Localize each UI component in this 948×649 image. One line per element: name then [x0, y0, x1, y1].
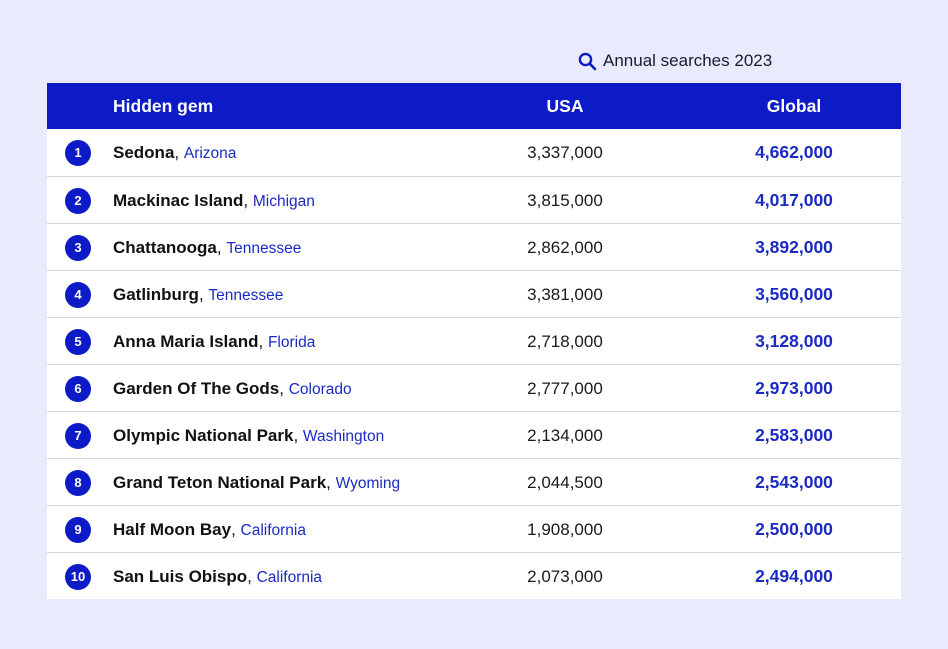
place-state: Colorado	[288, 381, 352, 398]
rank-badge: 9	[65, 517, 91, 543]
place-cell: Anna Maria Island, Florida	[113, 318, 315, 366]
place-state: California	[240, 522, 306, 539]
place-name: Gatlinburg	[113, 285, 199, 304]
place-name: Olympic National Park	[113, 426, 294, 445]
global-value: 2,583,000	[755, 425, 833, 445]
place-cell: Grand Teton National Park, Wyoming	[113, 459, 400, 507]
place-cell: Olympic National Park, Washington	[113, 412, 384, 460]
usa-value: 2,862,000	[527, 238, 603, 257]
place-separator: ,	[231, 520, 241, 539]
place-separator: ,	[326, 473, 336, 492]
usa-value: 2,777,000	[527, 379, 603, 398]
rank-badge: 1	[65, 140, 91, 166]
usa-value: 3,815,000	[527, 191, 603, 210]
place-state: Washington	[302, 428, 385, 445]
place-cell: Half Moon Bay, California	[113, 506, 306, 554]
place-name: San Luis Obispo	[113, 567, 248, 586]
place-separator: ,	[198, 285, 209, 304]
usa-value: 2,718,000	[527, 332, 603, 351]
global-value: 2,494,000	[755, 566, 833, 586]
place-name: Chattanooga	[113, 238, 217, 257]
search-icon	[578, 52, 597, 71]
table-row: 4 Gatlinburg, Tennessee 3,381,000 3,560,000	[47, 270, 901, 317]
place-name: Mackinac Island	[113, 191, 244, 210]
global-value: 2,543,000	[755, 472, 833, 492]
place-separator: ,	[293, 426, 303, 445]
usa-value: 2,134,000	[527, 426, 603, 445]
rank-badge: 2	[65, 188, 91, 214]
table-row: 8 Grand Teton National Park, Wyoming 2,044…	[47, 458, 901, 505]
place-separator: ,	[279, 379, 289, 398]
place-state: Arizona	[183, 145, 237, 162]
place-cell: Gatlinburg, Tennessee	[113, 271, 283, 319]
usa-value: 3,337,000	[527, 143, 603, 162]
rank-badge: 8	[65, 470, 91, 496]
table-row: 10 San Luis Obispo, California 2,073,000 2,…	[47, 552, 901, 599]
rank-badge: 5	[65, 329, 91, 355]
rank-badge: 6	[65, 376, 91, 402]
place-state: Wyoming	[335, 475, 401, 492]
table-row: 9 Half Moon Bay, California 1,908,000 2,500…	[47, 505, 901, 552]
place-state: California	[256, 569, 323, 586]
searches-table: Hidden gem USA Global 1 Sedona, Arizona 3,…	[47, 83, 901, 599]
global-value: 3,128,000	[755, 331, 833, 351]
table-row: 6 Garden Of The Gods, Colorado 2,777,000 2,…	[47, 364, 901, 411]
rank-badge: 3	[65, 235, 91, 261]
place-name: Anna Maria Island	[113, 332, 259, 351]
place-name: Half Moon Bay	[113, 520, 232, 539]
global-value: 2,500,000	[755, 519, 833, 539]
table-row: 7 Olympic National Park, Washington 2,134,…	[47, 411, 901, 458]
global-value: 2,973,000	[755, 378, 833, 398]
table-row: 3 Chattanooga, Tennessee 2,862,000 3,892,00…	[47, 223, 901, 270]
usa-value: 2,044,500	[527, 473, 603, 492]
place-cell: Garden Of The Gods, Colorado	[113, 365, 352, 413]
header-hidden-gem: Hidden gem	[113, 96, 214, 116]
table-header: Hidden gem USA Global	[47, 83, 901, 129]
place-state: Tennessee	[208, 287, 284, 304]
place-cell: Mackinac Island, Michigan	[113, 177, 315, 225]
place-cell: San Luis Obispo, California	[113, 553, 322, 601]
place-state: Michigan	[252, 193, 315, 210]
global-value: 4,017,000	[755, 190, 833, 210]
caption-text: Annual searches 2023	[603, 51, 773, 70]
table-row: 1 Sedona, Arizona 3,337,000 4,662,000	[47, 129, 901, 176]
place-name: Grand Teton National Park	[113, 473, 327, 492]
place-separator: ,	[247, 567, 257, 586]
global-value: 3,560,000	[755, 284, 833, 304]
global-value: 3,892,000	[755, 237, 833, 257]
place-name: Garden Of The Gods	[113, 379, 280, 398]
table-row: 2 Mackinac Island, Michigan 3,815,000 4,017…	[47, 176, 901, 223]
header-usa: USA	[546, 96, 584, 116]
rank-badge: 4	[65, 282, 91, 308]
usa-value: 2,073,000	[527, 567, 603, 586]
place-name: Sedona	[113, 143, 175, 162]
place-cell: Sedona, Arizona	[113, 129, 236, 177]
place-separator: ,	[243, 191, 253, 210]
place-state: Florida	[267, 334, 316, 351]
rank-badge: 10	[65, 564, 91, 590]
place-separator: ,	[174, 143, 184, 162]
place-separator: ,	[258, 332, 268, 351]
place-separator: ,	[216, 238, 227, 257]
place-state: Tennessee	[226, 240, 302, 257]
global-value: 4,662,000	[755, 142, 833, 162]
place-cell: Chattanooga, Tennessee	[113, 224, 301, 272]
table-caption: Annual searches 2023	[578, 48, 772, 74]
table-body: 1 Sedona, Arizona 3,337,000 4,662,000 2 Macki…	[47, 129, 901, 599]
usa-value: 3,381,000	[527, 285, 603, 304]
usa-value: 1,908,000	[527, 520, 603, 539]
table-row: 5 Anna Maria Island, Florida 2,718,000 3,12…	[47, 317, 901, 364]
header-global: Global	[766, 96, 822, 116]
rank-badge: 7	[65, 423, 91, 449]
